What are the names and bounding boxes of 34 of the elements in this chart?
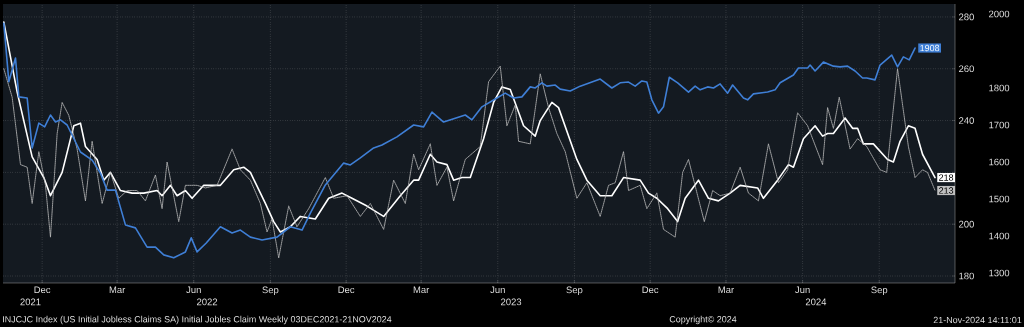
x-tick-label: Sep bbox=[566, 286, 583, 296]
y-tick-label: 180 bbox=[959, 272, 974, 280]
text: 21-Nov-2024 14:11:01 bbox=[933, 316, 1022, 324]
x-tick-label: Dec bbox=[642, 286, 659, 294]
x-tick-label: Mar bbox=[109, 286, 126, 294]
y-tick-label: 240 bbox=[959, 117, 974, 124]
y2-tick-label: 1600 bbox=[989, 158, 1010, 166]
x-tick-label: Mar bbox=[718, 286, 734, 294]
y2-tick-label: 1800 bbox=[989, 84, 1010, 92]
data-label: 213 bbox=[939, 187, 954, 194]
y-tick-label: 260 bbox=[959, 65, 974, 73]
y2-tick-label: 1700 bbox=[989, 121, 1010, 129]
x-tick-label: Dec bbox=[338, 286, 355, 294]
y2-tick-label: 1400 bbox=[989, 232, 1010, 240]
y-tick-label: 200 bbox=[959, 220, 974, 228]
x-tick-label: Dec bbox=[34, 286, 51, 294]
x-tick-label: Sep bbox=[871, 286, 888, 296]
y2-tick-label: 2000 bbox=[989, 10, 1010, 18]
x-tick-label: Jun bbox=[795, 286, 810, 294]
x2-tick-label: 2021 bbox=[20, 298, 41, 306]
x2-tick-label: 2024 bbox=[805, 298, 827, 306]
x-tick-label: Sep bbox=[262, 286, 279, 296]
y-tick-label: 280 bbox=[959, 13, 974, 21]
x2-tick-label: 2022 bbox=[197, 298, 218, 306]
text: Copyright© 2024 bbox=[669, 315, 737, 325]
x2-tick-label: 2023 bbox=[501, 298, 522, 306]
y2-tick-label: 1500 bbox=[989, 195, 1010, 203]
x-tick-label: Mar bbox=[413, 286, 430, 294]
x-tick-label: Jun bbox=[186, 286, 201, 294]
data-label: 1908 bbox=[920, 44, 940, 52]
x-tick-label: Jun bbox=[490, 286, 505, 294]
y2-tick-label: 1300 bbox=[989, 269, 1010, 277]
data-label: 218 bbox=[939, 174, 954, 181]
text: INJCJC Index (US Initial Jobless Claims SA) Initial Jobles Claim Weekly 03DEC2021-21NOV2024 bbox=[3, 315, 392, 325]
